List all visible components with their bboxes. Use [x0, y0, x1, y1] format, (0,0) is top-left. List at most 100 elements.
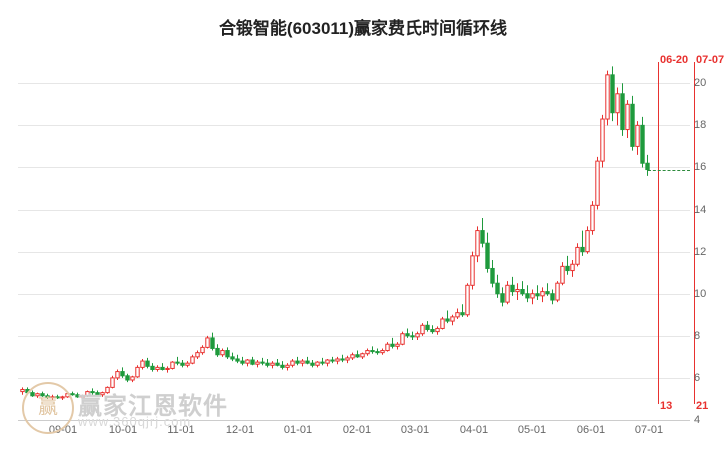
candlestick — [210, 332, 215, 351]
watermark-brand: 赢家江恩软件 — [78, 393, 228, 420]
candlestick — [430, 325, 435, 334]
candlestick — [110, 375, 115, 389]
candlestick — [565, 255, 570, 275]
x-tick-label: 06-01 — [576, 424, 606, 436]
candlestick — [290, 358, 295, 368]
y-tick-label: 12 — [694, 245, 707, 258]
candlestick — [575, 243, 580, 267]
y-tick-label: 14 — [694, 203, 707, 216]
watermark-url: www.360qjrj.com — [78, 414, 192, 429]
candlestick — [155, 365, 160, 372]
candlestick — [380, 348, 385, 355]
candlestick — [615, 87, 620, 126]
candlestick — [320, 357, 325, 366]
candlestick — [630, 95, 635, 151]
candlestick — [365, 348, 370, 356]
cycle-line-count-label: 21 — [696, 400, 709, 412]
candlestick — [580, 230, 585, 256]
cycle-vline — [694, 62, 695, 404]
candlestick — [515, 283, 520, 301]
candlestick — [535, 285, 540, 301]
candlestick — [485, 232, 490, 273]
candlestick — [220, 348, 225, 357]
candlestick — [635, 121, 640, 155]
candlestick — [215, 344, 220, 357]
candlestick — [570, 260, 575, 277]
candlestick — [555, 281, 560, 303]
candlestick — [300, 358, 305, 367]
candlestick — [440, 316, 445, 330]
gridline — [18, 335, 690, 337]
candlestick — [200, 345, 205, 355]
candlestick — [170, 361, 175, 370]
candlestick — [325, 358, 330, 367]
cycle-vline — [658, 62, 659, 404]
candlestick — [550, 289, 555, 305]
cycle-line-date-label: 07-07 — [696, 54, 725, 66]
cycle-line-date-label: 06-20 — [660, 54, 689, 66]
candlestick — [275, 358, 280, 367]
candlestick — [180, 360, 185, 368]
candlestick — [480, 217, 485, 248]
gridline — [18, 125, 690, 127]
candlestick-series — [20, 66, 650, 401]
candlestick — [425, 321, 430, 332]
candlestick — [540, 287, 545, 303]
candlestick — [460, 304, 465, 317]
plot-area: 06-20 13 07-07 21 4 6 8 10 12 14 16 18 20 09-01 10-0… — [18, 54, 724, 436]
candlestick — [280, 361, 285, 370]
candlestick — [20, 387, 25, 395]
candlestick — [315, 361, 320, 368]
candlestick — [370, 346, 375, 354]
candlestick — [415, 331, 420, 341]
x-tick-label: 12-01 — [225, 424, 255, 436]
candlestick — [185, 361, 190, 368]
y-tick-label: 20 — [694, 77, 707, 90]
candlestick — [470, 251, 475, 290]
candlestick — [235, 354, 240, 364]
candlestick — [410, 331, 415, 341]
candlestick — [305, 356, 310, 365]
candlestick — [120, 367, 125, 378]
candlestick — [265, 358, 270, 368]
candlestick — [450, 314, 455, 326]
candlestick — [165, 366, 170, 373]
candlestick — [140, 358, 145, 370]
candlestick — [645, 154, 650, 176]
candlestick — [95, 390, 100, 396]
candlestick — [80, 394, 85, 399]
candlestick — [70, 391, 75, 396]
candlestick — [125, 373, 130, 383]
candlestick — [105, 386, 110, 394]
x-tick-label: 10-01 — [108, 424, 138, 436]
gridline — [18, 209, 690, 211]
candlestick — [340, 354, 345, 363]
candlestick — [240, 356, 245, 366]
candlestick — [355, 350, 360, 358]
candlestick — [130, 375, 135, 383]
cycle-line-count-label: 13 — [660, 400, 673, 412]
candlestick — [605, 70, 610, 126]
candlestick — [405, 328, 410, 338]
price-level-line — [648, 169, 690, 171]
candlestick — [500, 287, 505, 307]
candlestick — [330, 356, 335, 364]
candlestick — [445, 310, 450, 324]
candlestick — [230, 352, 235, 362]
gridline — [18, 167, 690, 169]
candlestick — [310, 360, 315, 368]
x-tick-label: 05-01 — [517, 424, 547, 436]
y-tick-label: 8 — [694, 329, 701, 342]
candlestick — [545, 283, 550, 296]
candlestick — [590, 201, 595, 235]
candlestick — [600, 114, 605, 168]
candlestick — [225, 347, 230, 359]
candlestick — [295, 356, 300, 366]
candlestick — [510, 276, 515, 296]
candlestick — [465, 283, 470, 317]
candlestick — [360, 352, 365, 359]
watermark-logo-icon: 赢 — [22, 382, 74, 434]
candlestick — [85, 390, 90, 397]
x-tick-label: 01-01 — [283, 424, 313, 436]
